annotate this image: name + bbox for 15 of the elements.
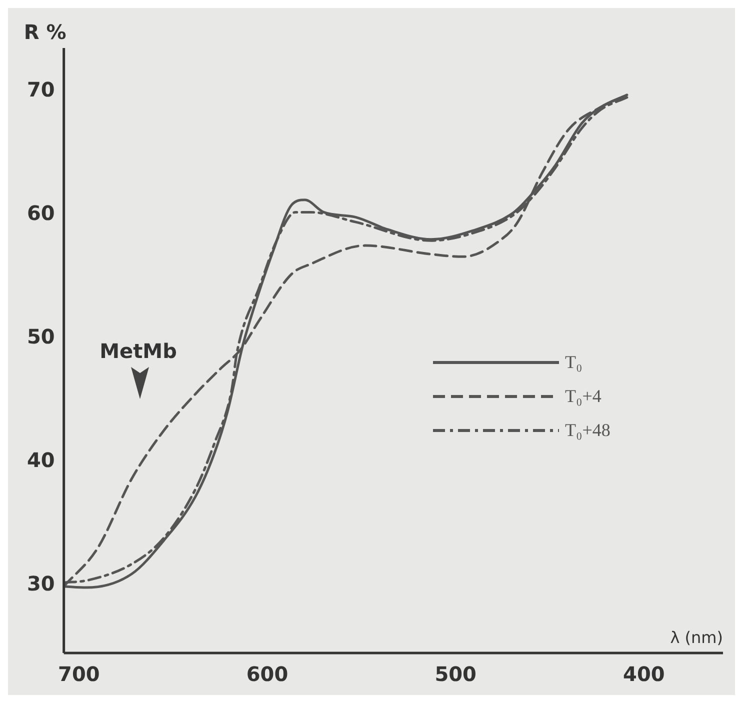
y-tick-label: 50	[26, 324, 55, 348]
y-tick-label: 60	[26, 200, 55, 225]
x-tick-label: 400	[623, 662, 665, 686]
annotation: MetMb	[100, 339, 177, 364]
legend-label: T₀+4	[565, 386, 602, 408]
y-tick-label: 70	[26, 77, 55, 102]
x-axis-title: λ (nm)	[670, 628, 723, 648]
legend-label: T₀	[565, 352, 582, 374]
y-tick-label: 30	[26, 571, 55, 596]
y-axis-title: R %	[24, 20, 66, 44]
x-tick-label: 600	[246, 662, 288, 686]
x-tick-label: 500	[434, 662, 476, 686]
legend-label: T₀+48	[565, 420, 610, 442]
x-tick-label: 700	[58, 662, 100, 686]
y-tick-label: 40	[26, 448, 55, 472]
